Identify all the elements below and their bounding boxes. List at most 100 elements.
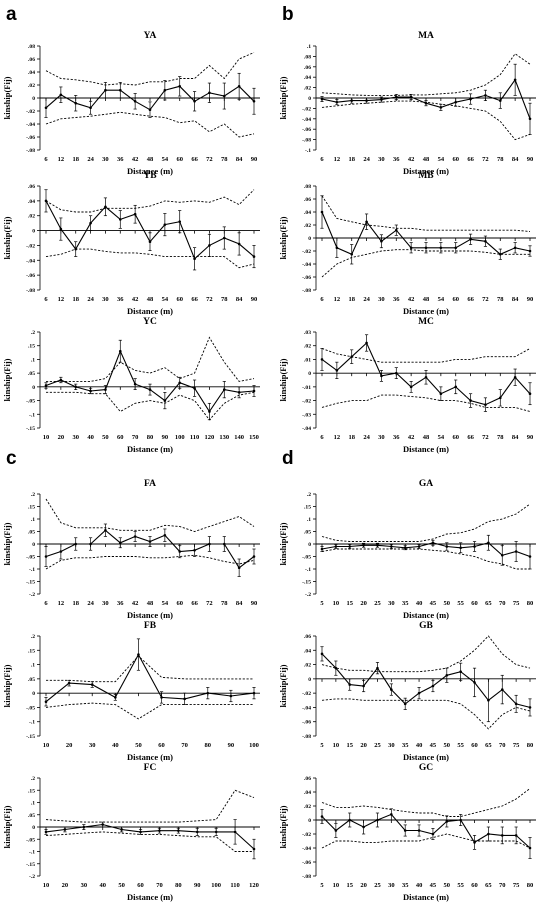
data-point	[513, 246, 517, 250]
data-point	[233, 830, 237, 834]
x-tick-label: 65	[485, 742, 492, 749]
y-tick-label: .05	[28, 530, 35, 536]
x-tick-label: 50	[444, 882, 451, 889]
y-tick-label: .2	[31, 492, 35, 498]
y-tick-label: -.08	[302, 734, 311, 740]
x-tick-label: 30	[388, 742, 395, 749]
y-tick-label: .06	[304, 634, 311, 640]
x-tick-label: 6	[320, 296, 324, 303]
y-tick-label: .04	[304, 648, 311, 654]
y-axis-label: kinship(Fij)	[2, 216, 12, 259]
y-tick-label: .02	[28, 83, 35, 89]
y-tick-label: .1	[31, 517, 35, 523]
x-tick-label: 12	[334, 156, 341, 163]
y-tick-label: -.1	[29, 850, 35, 856]
x-tick-label: 60	[117, 434, 124, 441]
data-point	[133, 535, 137, 538]
data-point	[59, 378, 63, 382]
y-tick-label: 0	[32, 542, 35, 548]
y-tick-label: -.02	[26, 243, 35, 249]
y-tick-label: .1	[31, 663, 35, 669]
x-tick-label: 140	[234, 434, 244, 441]
data-point	[454, 246, 458, 250]
chart-gc: .06 .04 .02 0 -.02 -.04 -.06 -.08 5 10 15 20 25 30 35 4…	[278, 763, 536, 902]
data-point	[44, 830, 48, 834]
x-tick-label: 60	[176, 296, 183, 303]
data-point	[237, 85, 241, 88]
x-tick-label: 78	[497, 296, 504, 303]
data-point	[350, 355, 354, 358]
x-tick-label: 25	[374, 600, 381, 607]
data-point	[362, 543, 365, 547]
data-point	[390, 688, 393, 691]
y-tick-label: .05	[28, 371, 35, 377]
data-point	[59, 550, 63, 553]
x-tick-label: 100	[175, 434, 185, 441]
data-point	[390, 545, 393, 548]
x-tick-label: 80	[527, 742, 534, 749]
y-tick-label: .15	[28, 648, 35, 654]
data-point	[528, 555, 532, 558]
x-tick-label: 130	[219, 434, 229, 441]
x-tick-label: 60	[452, 156, 459, 163]
y-tick-label: .06	[304, 197, 311, 203]
x-tick-label: 6	[320, 434, 324, 441]
x-tick-label: 150	[249, 434, 259, 441]
chart-mb: .08 .06 .04 .02 0 -.02 -.04 -.06 -.08 6 12 18 24 30 36…	[278, 171, 536, 316]
y-tick-label: -.04	[302, 117, 311, 123]
data-point	[417, 545, 421, 548]
x-tick-label: 110	[190, 434, 199, 441]
x-tick-label: 18	[348, 156, 355, 163]
x-tick-label: 80	[147, 434, 154, 441]
data-point	[469, 238, 472, 241]
data-point	[148, 388, 152, 391]
x-tick-label: 42	[132, 296, 139, 303]
x-tick-label: 30	[378, 296, 385, 303]
y-tick-label: -.01	[302, 385, 311, 391]
x-tick-label: 48	[423, 434, 430, 441]
y-tick-label: -.06	[302, 860, 311, 866]
data-point	[208, 244, 211, 247]
y-tick-label: .08	[304, 54, 311, 60]
x-tick-label: 54	[438, 296, 445, 303]
data-point	[473, 545, 476, 548]
data-point	[484, 94, 487, 97]
data-point	[320, 815, 324, 818]
data-point	[252, 99, 256, 103]
chart-ma: .1 .08 .06 .04 .02 0 -.02 -.04 -.06 -.08 -.1 6 12 18 2…	[278, 31, 536, 176]
x-tick-label: 18	[72, 156, 79, 163]
x-tick-label: 36	[117, 156, 124, 163]
y-tick-label: -.04	[302, 262, 311, 268]
y-tick-label: .04	[28, 199, 35, 205]
y-tick-label: .05	[304, 530, 311, 536]
y-tick-label: -.02	[302, 691, 311, 697]
confidence-envelope-line	[321, 503, 531, 542]
y-tick-label: -.02	[302, 399, 311, 405]
data-point	[252, 847, 256, 851]
y-tick-label: 0	[32, 229, 35, 235]
x-tick-label: 50	[444, 600, 451, 607]
x-tick-label: 36	[393, 434, 400, 441]
confidence-envelope-line	[45, 554, 255, 570]
x-tick-label: 30	[388, 882, 395, 889]
x-tick-label: 6	[320, 156, 324, 163]
data-point	[148, 240, 152, 244]
confidence-envelope-line	[46, 655, 254, 683]
x-tick-label: 78	[497, 156, 504, 163]
x-tick-label: 42	[408, 156, 415, 163]
x-tick-label: 20	[360, 882, 367, 889]
data-point	[484, 403, 487, 406]
y-tick-label: .04	[28, 70, 35, 76]
data-point	[63, 828, 67, 831]
x-tick-label: 50	[444, 742, 451, 749]
data-point	[252, 555, 256, 558]
data-point	[163, 399, 167, 402]
data-point	[193, 548, 196, 552]
data-point	[394, 228, 398, 232]
y-tick-label: -.1	[29, 567, 35, 573]
data-point	[498, 99, 502, 102]
y-tick-label: .02	[304, 344, 311, 350]
confidence-envelope-line	[321, 635, 531, 673]
y-tick-label: 0	[308, 371, 311, 377]
data-point	[528, 706, 532, 709]
